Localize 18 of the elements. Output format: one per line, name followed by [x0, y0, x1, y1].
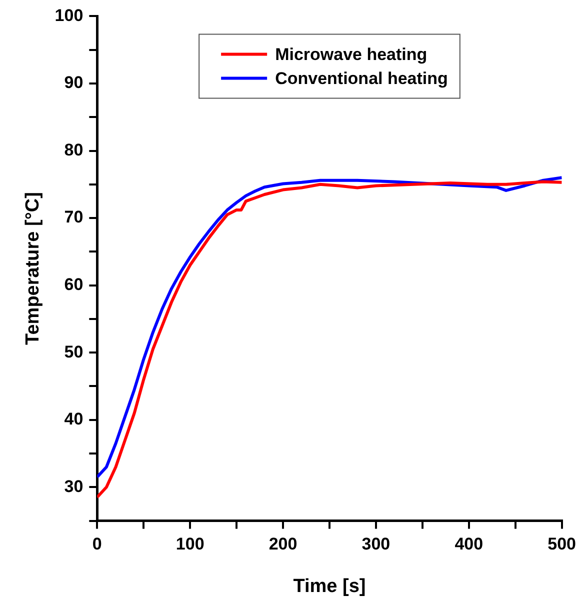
x-tick-label: 0 — [92, 534, 102, 554]
y-tick-label: 80 — [64, 140, 84, 160]
x-tick-label: 100 — [176, 534, 204, 554]
x-tick-label: 500 — [548, 534, 576, 554]
y-tick-label: 30 — [64, 476, 84, 496]
legend-label: Conventional heating — [275, 68, 448, 88]
y-tick-label: 90 — [64, 73, 84, 92]
y-tick-label: 70 — [64, 208, 84, 227]
x-axis-title: Time [s] — [293, 576, 366, 597]
x-tick-label: 400 — [454, 534, 484, 554]
y-tick-label: 100 — [54, 6, 84, 25]
x-tick-label: 300 — [362, 534, 390, 554]
y-tick-label: 60 — [64, 275, 84, 294]
y-tick-label: 40 — [64, 410, 84, 429]
x-tick-label: 200 — [268, 534, 298, 554]
legend-label: Microwave heating — [275, 44, 428, 64]
y-tick-label: 50 — [64, 342, 84, 362]
y-axis-title: Temperature [°C] — [22, 192, 44, 345]
